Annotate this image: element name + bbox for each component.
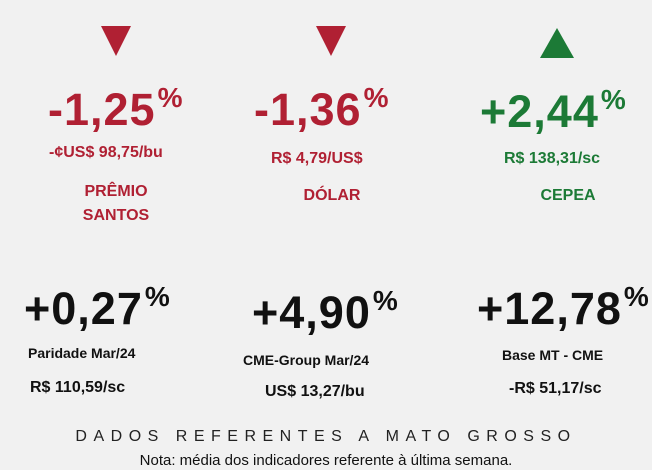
- indicator-percent: -1,25%: [48, 82, 184, 135]
- indicator-percent: +2,44%: [480, 84, 627, 137]
- indicator-value: +12,78: [477, 283, 622, 334]
- indicator-price: -R$ 51,17/sc: [509, 380, 602, 397]
- indicator-name-line1: DÓLAR: [303, 187, 361, 204]
- indicator-name-line1: PRÊMIO: [84, 183, 148, 200]
- indicator-value: +0,27: [24, 283, 143, 334]
- percent-sign: %: [600, 84, 627, 115]
- indicator-name-line1: CEPEA: [540, 187, 596, 204]
- indicator-name: Base MT - CME: [502, 347, 604, 363]
- percent-sign: %: [623, 281, 650, 312]
- indicator-price: -¢US$ 98,75/bu: [49, 144, 163, 161]
- indicator-name: CEPEA: [508, 184, 628, 208]
- percent-sign: %: [144, 281, 171, 312]
- percent-sign: %: [157, 82, 184, 113]
- indicator-percent: +0,27%: [24, 281, 171, 334]
- indicator-name-line2: SANTOS: [82, 207, 150, 224]
- indicator-value: +2,44: [480, 86, 599, 137]
- indicator-value: -1,36: [254, 84, 362, 135]
- indicator-percent: +12,78%: [477, 281, 650, 334]
- indicator-name: CME-Group Mar/24: [243, 352, 370, 368]
- indicator-percent: -1,36%: [254, 82, 390, 135]
- percent-sign: %: [363, 82, 390, 113]
- indicator-price: US$ 13,27/bu: [265, 383, 365, 400]
- indicator-value: +4,90: [252, 287, 371, 338]
- indicator-name: Paridade Mar/24: [28, 345, 136, 361]
- indicator-name: DÓLAR: [272, 184, 392, 208]
- footer-note: Nota: média dos indicadores referente à …: [139, 452, 513, 469]
- indicator-name: PRÊMIO SANTOS: [56, 180, 176, 228]
- down-triangle-icon: [101, 26, 131, 56]
- indicator-price: R$ 4,79/US$: [271, 150, 363, 167]
- percent-sign: %: [372, 285, 399, 316]
- indicator-price: R$ 110,59/sc: [30, 379, 126, 396]
- down-triangle-icon: [316, 26, 346, 56]
- indicator-value: -1,25: [48, 84, 156, 135]
- up-triangle-icon: [540, 28, 574, 58]
- footer-title: DADOS REFERENTES A MATO GROSSO: [75, 428, 577, 445]
- indicator-percent: +4,90%: [252, 285, 399, 338]
- indicator-price: R$ 138,31/sc: [504, 150, 601, 167]
